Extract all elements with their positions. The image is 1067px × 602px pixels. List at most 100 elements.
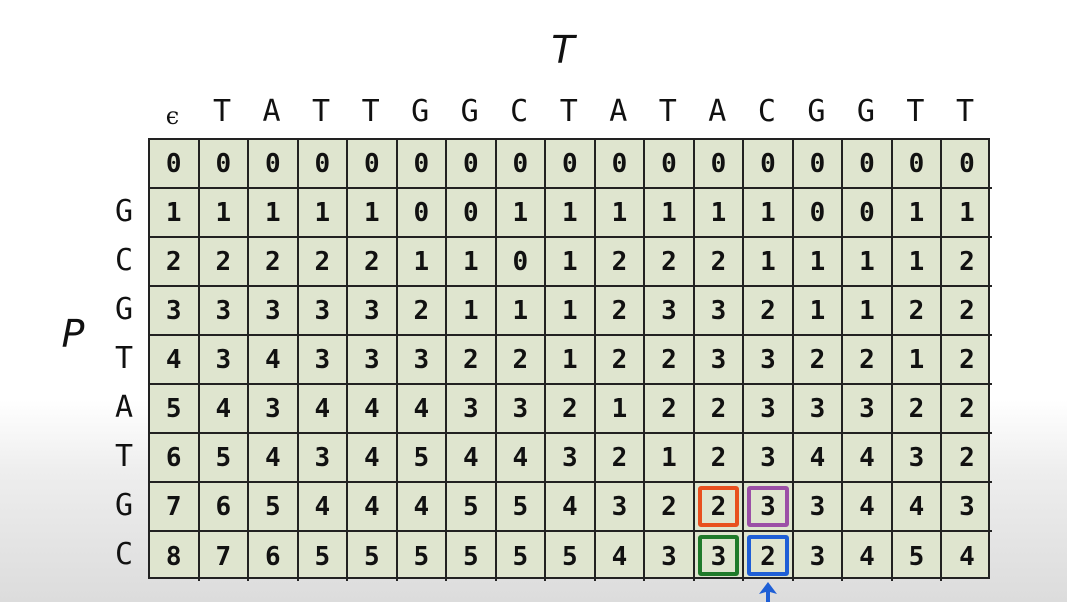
matrix-cell: 0 [496, 238, 547, 287]
matrix-cell: 2 [942, 238, 992, 287]
matrix-cell: 3 [595, 483, 646, 532]
row-header-1: G [114, 194, 134, 229]
matrix-cell: 4 [199, 385, 250, 434]
row-header-3: G [114, 292, 134, 327]
matrix-cell: 2 [645, 336, 695, 385]
matrix-cell: 5 [348, 532, 398, 581]
matrix-cell: 1 [546, 336, 596, 385]
matrix-cell: 2 [595, 238, 646, 287]
matrix-cell: 2 [298, 238, 349, 287]
matrix-cell: 1 [793, 287, 844, 336]
row-header-2: C [114, 243, 134, 278]
matrix-cell: 3 [348, 287, 398, 336]
matrix-cell: 3 [496, 385, 547, 434]
matrix-cell: 4 [397, 385, 448, 434]
matrix-cell: 3 [645, 532, 695, 581]
matrix-cell: 0 [645, 140, 695, 189]
matrix-cell: 2 [942, 287, 992, 336]
matrix-cell: 7 [150, 483, 200, 532]
matrix-cell: 2 [397, 287, 448, 336]
matrix-cell: 4 [496, 434, 547, 483]
col-header-11: A [708, 94, 727, 129]
matrix-cell: 2 [595, 287, 646, 336]
matrix-cell: 3 [298, 287, 349, 336]
matrix-cell: 3 [249, 287, 299, 336]
matrix-cell: 4 [892, 483, 943, 532]
col-header-2: A [262, 94, 281, 129]
matrix-cell: 2 [645, 483, 695, 532]
matrix-cell: 3 [793, 385, 844, 434]
matrix-cell: 0 [447, 140, 497, 189]
matrix-cell: 3 [793, 483, 844, 532]
matrix-cell: 4 [596, 532, 646, 581]
row-header-5: A [114, 390, 134, 425]
matrix-cell: 3 [744, 483, 794, 532]
matrix-cell: 3 [199, 336, 250, 385]
matrix-cell: 5 [893, 532, 943, 581]
matrix-cell: 3 [744, 385, 794, 434]
matrix-cell: 4 [843, 483, 893, 532]
matrix-cell: 3 [843, 385, 893, 434]
matrix-cell: 2 [694, 434, 745, 483]
matrix-cell: 0 [447, 189, 497, 238]
matrix-cell: 0 [595, 140, 646, 189]
matrix-cell: 2 [645, 385, 695, 434]
matrix-cell: 4 [546, 483, 596, 532]
matrix-cell: 4 [249, 336, 299, 385]
matrix-cell: 1 [595, 189, 646, 238]
matrix-cell: 1 [793, 238, 844, 287]
matrix-cell: 1 [397, 238, 448, 287]
col-header-14: G [856, 94, 875, 129]
matrix-cell: 0 [397, 189, 448, 238]
matrix-cell: 3 [892, 434, 943, 483]
matrix-cell: 0 [496, 140, 547, 189]
matrix-cell: 2 [249, 238, 299, 287]
matrix-cell: 1 [645, 434, 695, 483]
matrix-cell: 7 [200, 532, 250, 581]
matrix-cell: 4 [249, 434, 299, 483]
matrix-cell: 1 [892, 238, 943, 287]
matrix-cell: 0 [546, 140, 596, 189]
col-header-4: T [361, 94, 380, 129]
col-header-7: C [510, 94, 529, 129]
matrix-cell: 0 [397, 140, 448, 189]
col-header-13: G [807, 94, 826, 129]
matrix-cell: 4 [793, 434, 844, 483]
row-header-7: G [114, 488, 134, 523]
matrix-cell: 2 [694, 238, 745, 287]
matrix-cell: 8 [150, 532, 200, 581]
matrix-cell: 3 [794, 532, 844, 581]
matrix-cell: 4 [298, 483, 349, 532]
matrix-cell: 5 [496, 483, 547, 532]
matrix-cell: 3 [695, 532, 745, 581]
matrix-cell: 0 [298, 140, 349, 189]
matrix-cell: 3 [744, 434, 794, 483]
matrix-cell: 5 [398, 532, 448, 581]
matrix-cell: 5 [150, 385, 200, 434]
matrix-cell: 1 [744, 189, 794, 238]
matrix-cell: 2 [694, 483, 745, 532]
matrix-cell: 4 [843, 532, 893, 581]
matrix-cell: 2 [546, 385, 596, 434]
col-header-15: T [906, 94, 925, 129]
matrix-cell: 2 [744, 532, 794, 581]
highlight-box [747, 535, 789, 576]
matrix-cell: 3 [298, 336, 349, 385]
matrix-cell: 1 [942, 189, 992, 238]
col-header-12: C [757, 94, 776, 129]
matrix-cell: 2 [348, 238, 398, 287]
matrix-cell: 1 [892, 336, 943, 385]
matrix-cell: 1 [694, 189, 745, 238]
matrix-cell: 1 [546, 287, 596, 336]
col-header-9: A [609, 94, 628, 129]
matrix-cell: 2 [744, 287, 794, 336]
matrix-cell: 3 [694, 287, 745, 336]
matrix-cell: 3 [694, 336, 745, 385]
matrix-cell: 1 [843, 287, 893, 336]
matrix-cell: 4 [150, 336, 200, 385]
matrix-cell: 1 [496, 287, 547, 336]
matrix-cell: 2 [496, 336, 547, 385]
matrix-cell: 1 [348, 189, 398, 238]
col-header-8: T [559, 94, 578, 129]
matrix-cell: 0 [843, 140, 893, 189]
